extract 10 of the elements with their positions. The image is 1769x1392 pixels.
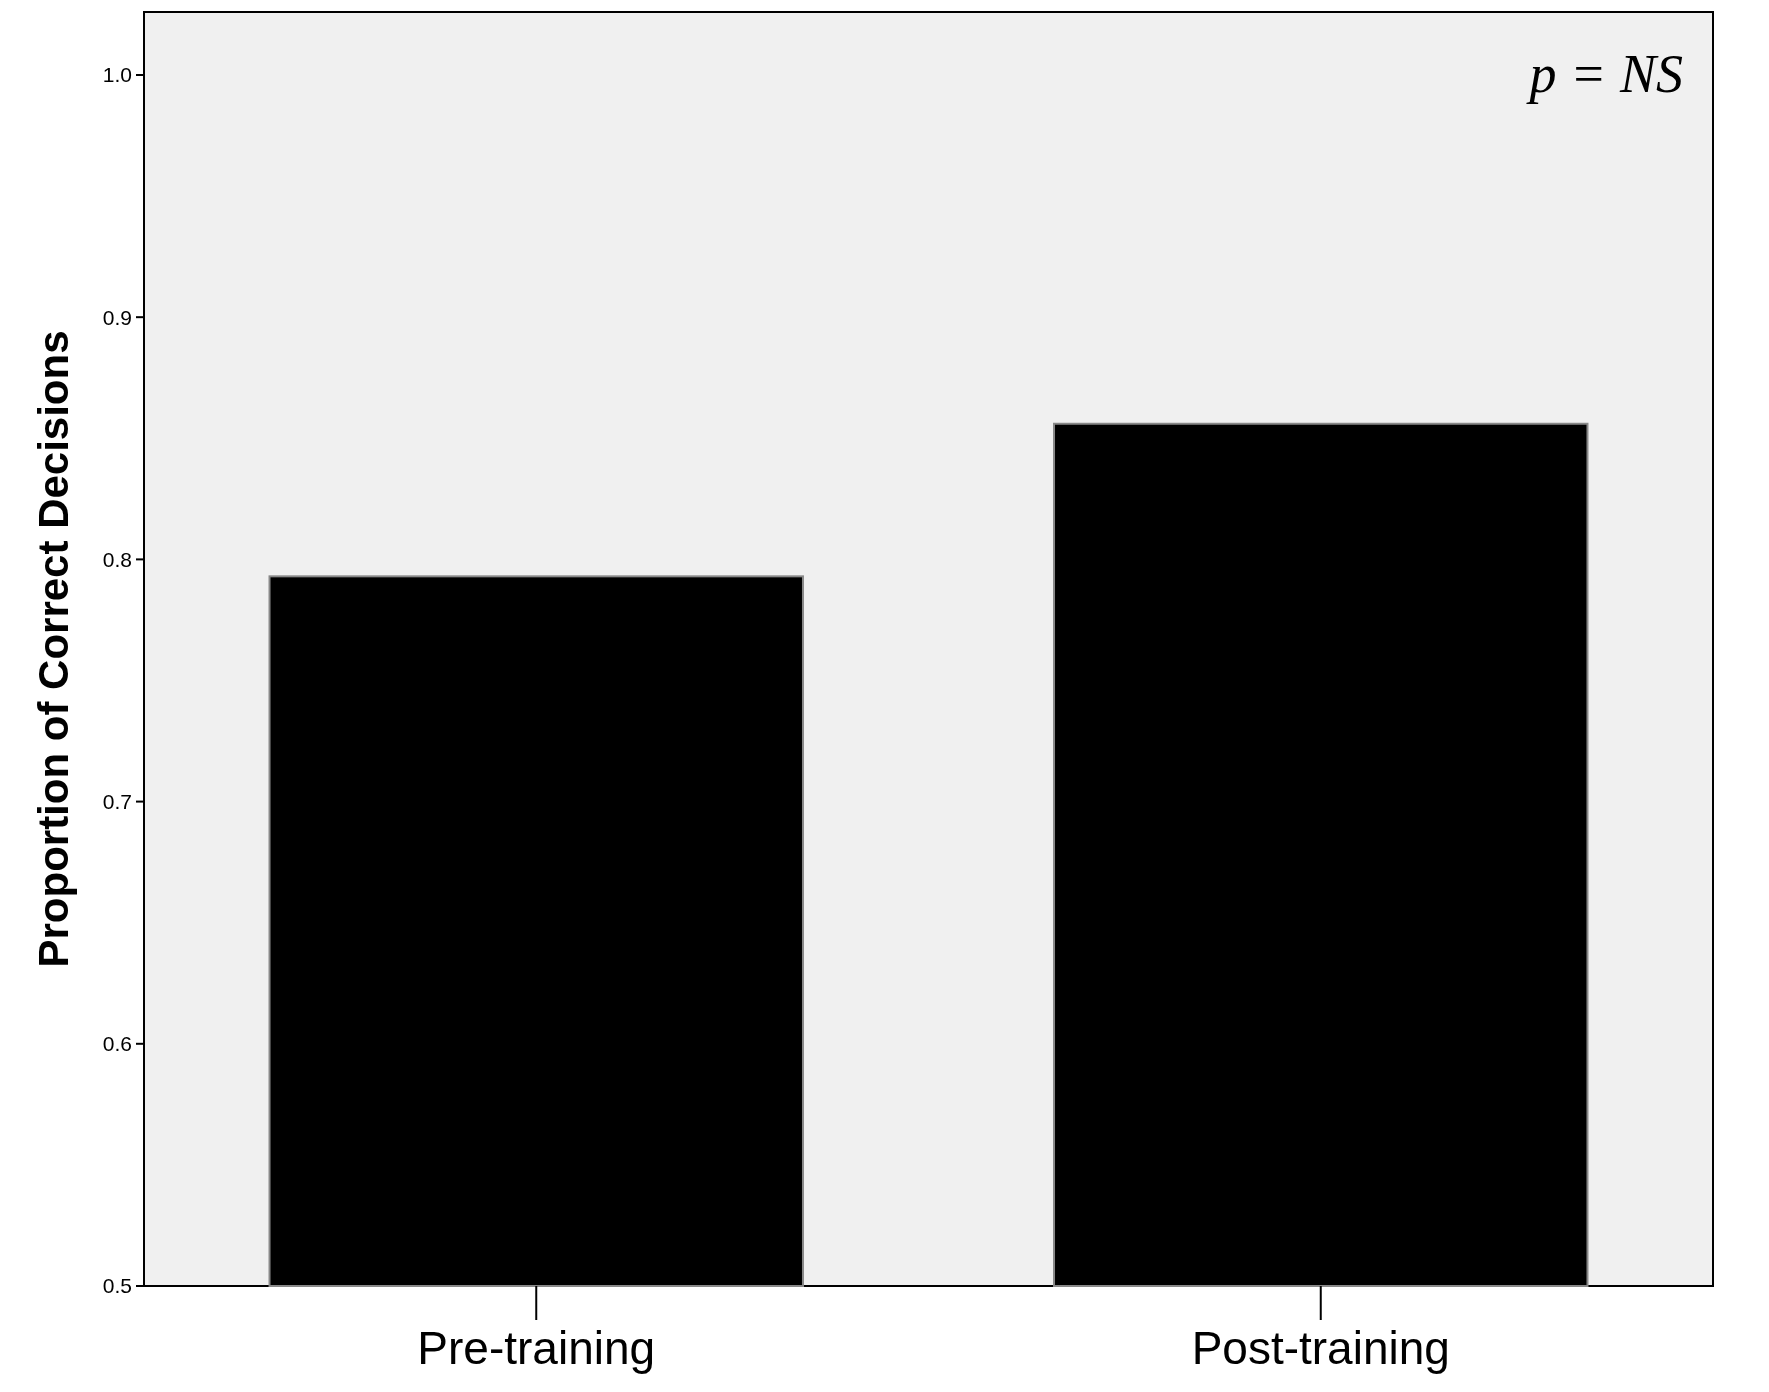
- y-axis-title: Proportion of Correct Decisions: [30, 330, 77, 968]
- y-tick-label: 0.6: [102, 1032, 132, 1056]
- y-tick-label: 0.7: [102, 789, 132, 813]
- y-tick-label: 0.8: [102, 547, 132, 571]
- x-tick-label: Post-training: [1191, 1322, 1450, 1374]
- x-tick-label: Pre-training: [417, 1322, 656, 1374]
- annotation: p = NS: [1525, 44, 1683, 104]
- y-tick-label: 1.0: [102, 63, 132, 87]
- y-tick-label: 0.9: [102, 305, 132, 329]
- y-tick-label: 0.5: [102, 1274, 132, 1298]
